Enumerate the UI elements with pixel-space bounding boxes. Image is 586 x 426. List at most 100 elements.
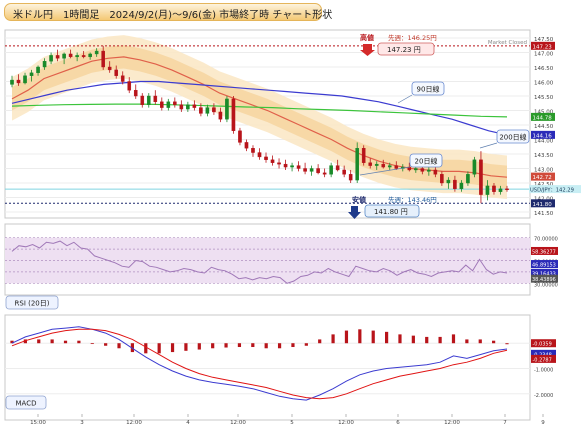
- candle-body: [296, 165, 301, 169]
- candle-body: [133, 89, 138, 97]
- macd-histogram-bar: [37, 339, 41, 344]
- candle-body: [316, 168, 320, 174]
- macd-histogram-bar: [465, 339, 469, 344]
- low-value-label: 141.80 円: [374, 208, 408, 216]
- macd-histogram-bar: [117, 343, 121, 349]
- rsi_hi-tag-box: [531, 246, 558, 255]
- candle-body: [303, 168, 307, 172]
- macd-histogram-bar: [104, 343, 108, 346]
- candle-body: [10, 79, 14, 85]
- candle-body: [361, 147, 366, 163]
- macd-histogram-bar: [50, 339, 54, 344]
- price-scale-label: 147.00: [534, 52, 554, 58]
- candle-body: [49, 55, 53, 62]
- candle-body: [270, 159, 275, 163]
- candle-body: [414, 168, 418, 171]
- candle-body: [244, 142, 249, 149]
- low-tag-box: [531, 199, 555, 208]
- macd-histogram-bar: [23, 339, 27, 344]
- macd-histogram-bar: [384, 331, 389, 344]
- candle-body: [199, 107, 203, 114]
- candle-body: [309, 168, 314, 172]
- rsi-label-box: [5, 295, 59, 310]
- rsi-scale-label: 30.00000: [534, 282, 558, 288]
- macd-histogram-bar: [438, 336, 442, 344]
- candle-body: [62, 53, 66, 59]
- macd-histogram-bar: [478, 339, 482, 344]
- low-tag: 141.80: [533, 202, 553, 208]
- candle-body: [368, 162, 373, 166]
- chart-title-box: 米ドル円 1時間足 2024/9/2(月)～9/6(金) 市場終了時 チャート形…: [4, 3, 332, 21]
- ma200-tag-box: [531, 112, 555, 121]
- macd-histogram-bar: [184, 343, 188, 351]
- candle-body: [329, 165, 333, 175]
- x-tick-label: 12:00: [126, 420, 142, 426]
- ma90-callout-pointer: [397, 94, 413, 104]
- ma20-callout-label: 20日線: [415, 157, 438, 166]
- candle-body: [257, 152, 262, 158]
- high-tag-box: [531, 41, 555, 50]
- previous-low-label: 先週：143.46円: [388, 195, 437, 204]
- x-tick-label: 4: [186, 420, 190, 426]
- ma90-callout-label: 90日線: [417, 85, 440, 94]
- high-arrow-icon: [360, 44, 375, 56]
- ma200-callout-pointer: [479, 142, 498, 149]
- candle-body: [498, 188, 503, 192]
- candle-body: [218, 111, 223, 120]
- macd-panel-label: MACD: [16, 400, 37, 408]
- macd-panel-frame: [4, 314, 531, 421]
- candle-body: [75, 55, 79, 58]
- signal-macd-tag-box: [531, 354, 556, 363]
- rsi-band: [5, 237, 530, 284]
- macd-scale-label: -1.0000: [534, 368, 553, 374]
- candle-body: [36, 66, 40, 73]
- low-value-box: [364, 204, 420, 218]
- macd-histogram-bar: [144, 343, 148, 354]
- macd-histogram-bar: [451, 334, 456, 344]
- candle-body: [251, 147, 255, 153]
- ma200-line: [11, 103, 508, 118]
- candle-body: [127, 81, 132, 91]
- bollinger-band-inner: [12, 45, 507, 189]
- macd-histogram-bar: [371, 330, 375, 344]
- candle-body: [42, 61, 47, 68]
- x-tick-label: 5: [290, 420, 294, 426]
- candle-body: [466, 174, 470, 184]
- ma20-callout-pointer: [359, 166, 411, 176]
- candle-body: [29, 72, 34, 76]
- candle-body: [472, 159, 477, 175]
- ma20-tag: 142.72: [533, 175, 552, 181]
- macd-histogram-bar: [224, 343, 228, 348]
- candle-body: [146, 95, 151, 105]
- rsi_hi-tag: 58.36277: [532, 249, 556, 255]
- macd-label-box: [5, 395, 47, 410]
- macd-macd-tag-box: [531, 349, 556, 358]
- candle-body: [420, 168, 425, 172]
- macd-histogram-bar: [344, 330, 349, 344]
- candle-body: [374, 163, 379, 166]
- candle-body: [492, 185, 496, 192]
- candle-body: [264, 156, 268, 160]
- candle-body: [440, 174, 444, 184]
- macd-histogram-bar: [130, 343, 135, 353]
- rsi-panel-label: RSI (20日): [15, 300, 50, 308]
- candle-body: [322, 172, 327, 175]
- ma20-tag-box: [531, 172, 555, 181]
- x-tick-label: 12:00: [230, 420, 246, 426]
- macd-histogram-bar: [237, 343, 242, 348]
- macd-histogram-bar: [411, 335, 415, 344]
- x-tick-label: 6: [396, 420, 400, 426]
- candle-body: [453, 179, 457, 190]
- candle-body: [459, 182, 464, 189]
- ma200-callout-label: 200日線: [499, 133, 526, 142]
- candle-body: [186, 104, 190, 110]
- price-scale-label: 146.50: [534, 66, 554, 72]
- candle-body: [238, 130, 242, 143]
- low-arrow-icon: [348, 206, 361, 219]
- x-tick-label: 12:00: [338, 420, 354, 426]
- candle-body: [192, 104, 197, 108]
- price-scale-label: 145.50: [534, 95, 554, 101]
- macd-histogram-bar: [211, 343, 215, 349]
- ma90-tag: 144.16: [533, 133, 553, 139]
- candle-body: [160, 101, 164, 108]
